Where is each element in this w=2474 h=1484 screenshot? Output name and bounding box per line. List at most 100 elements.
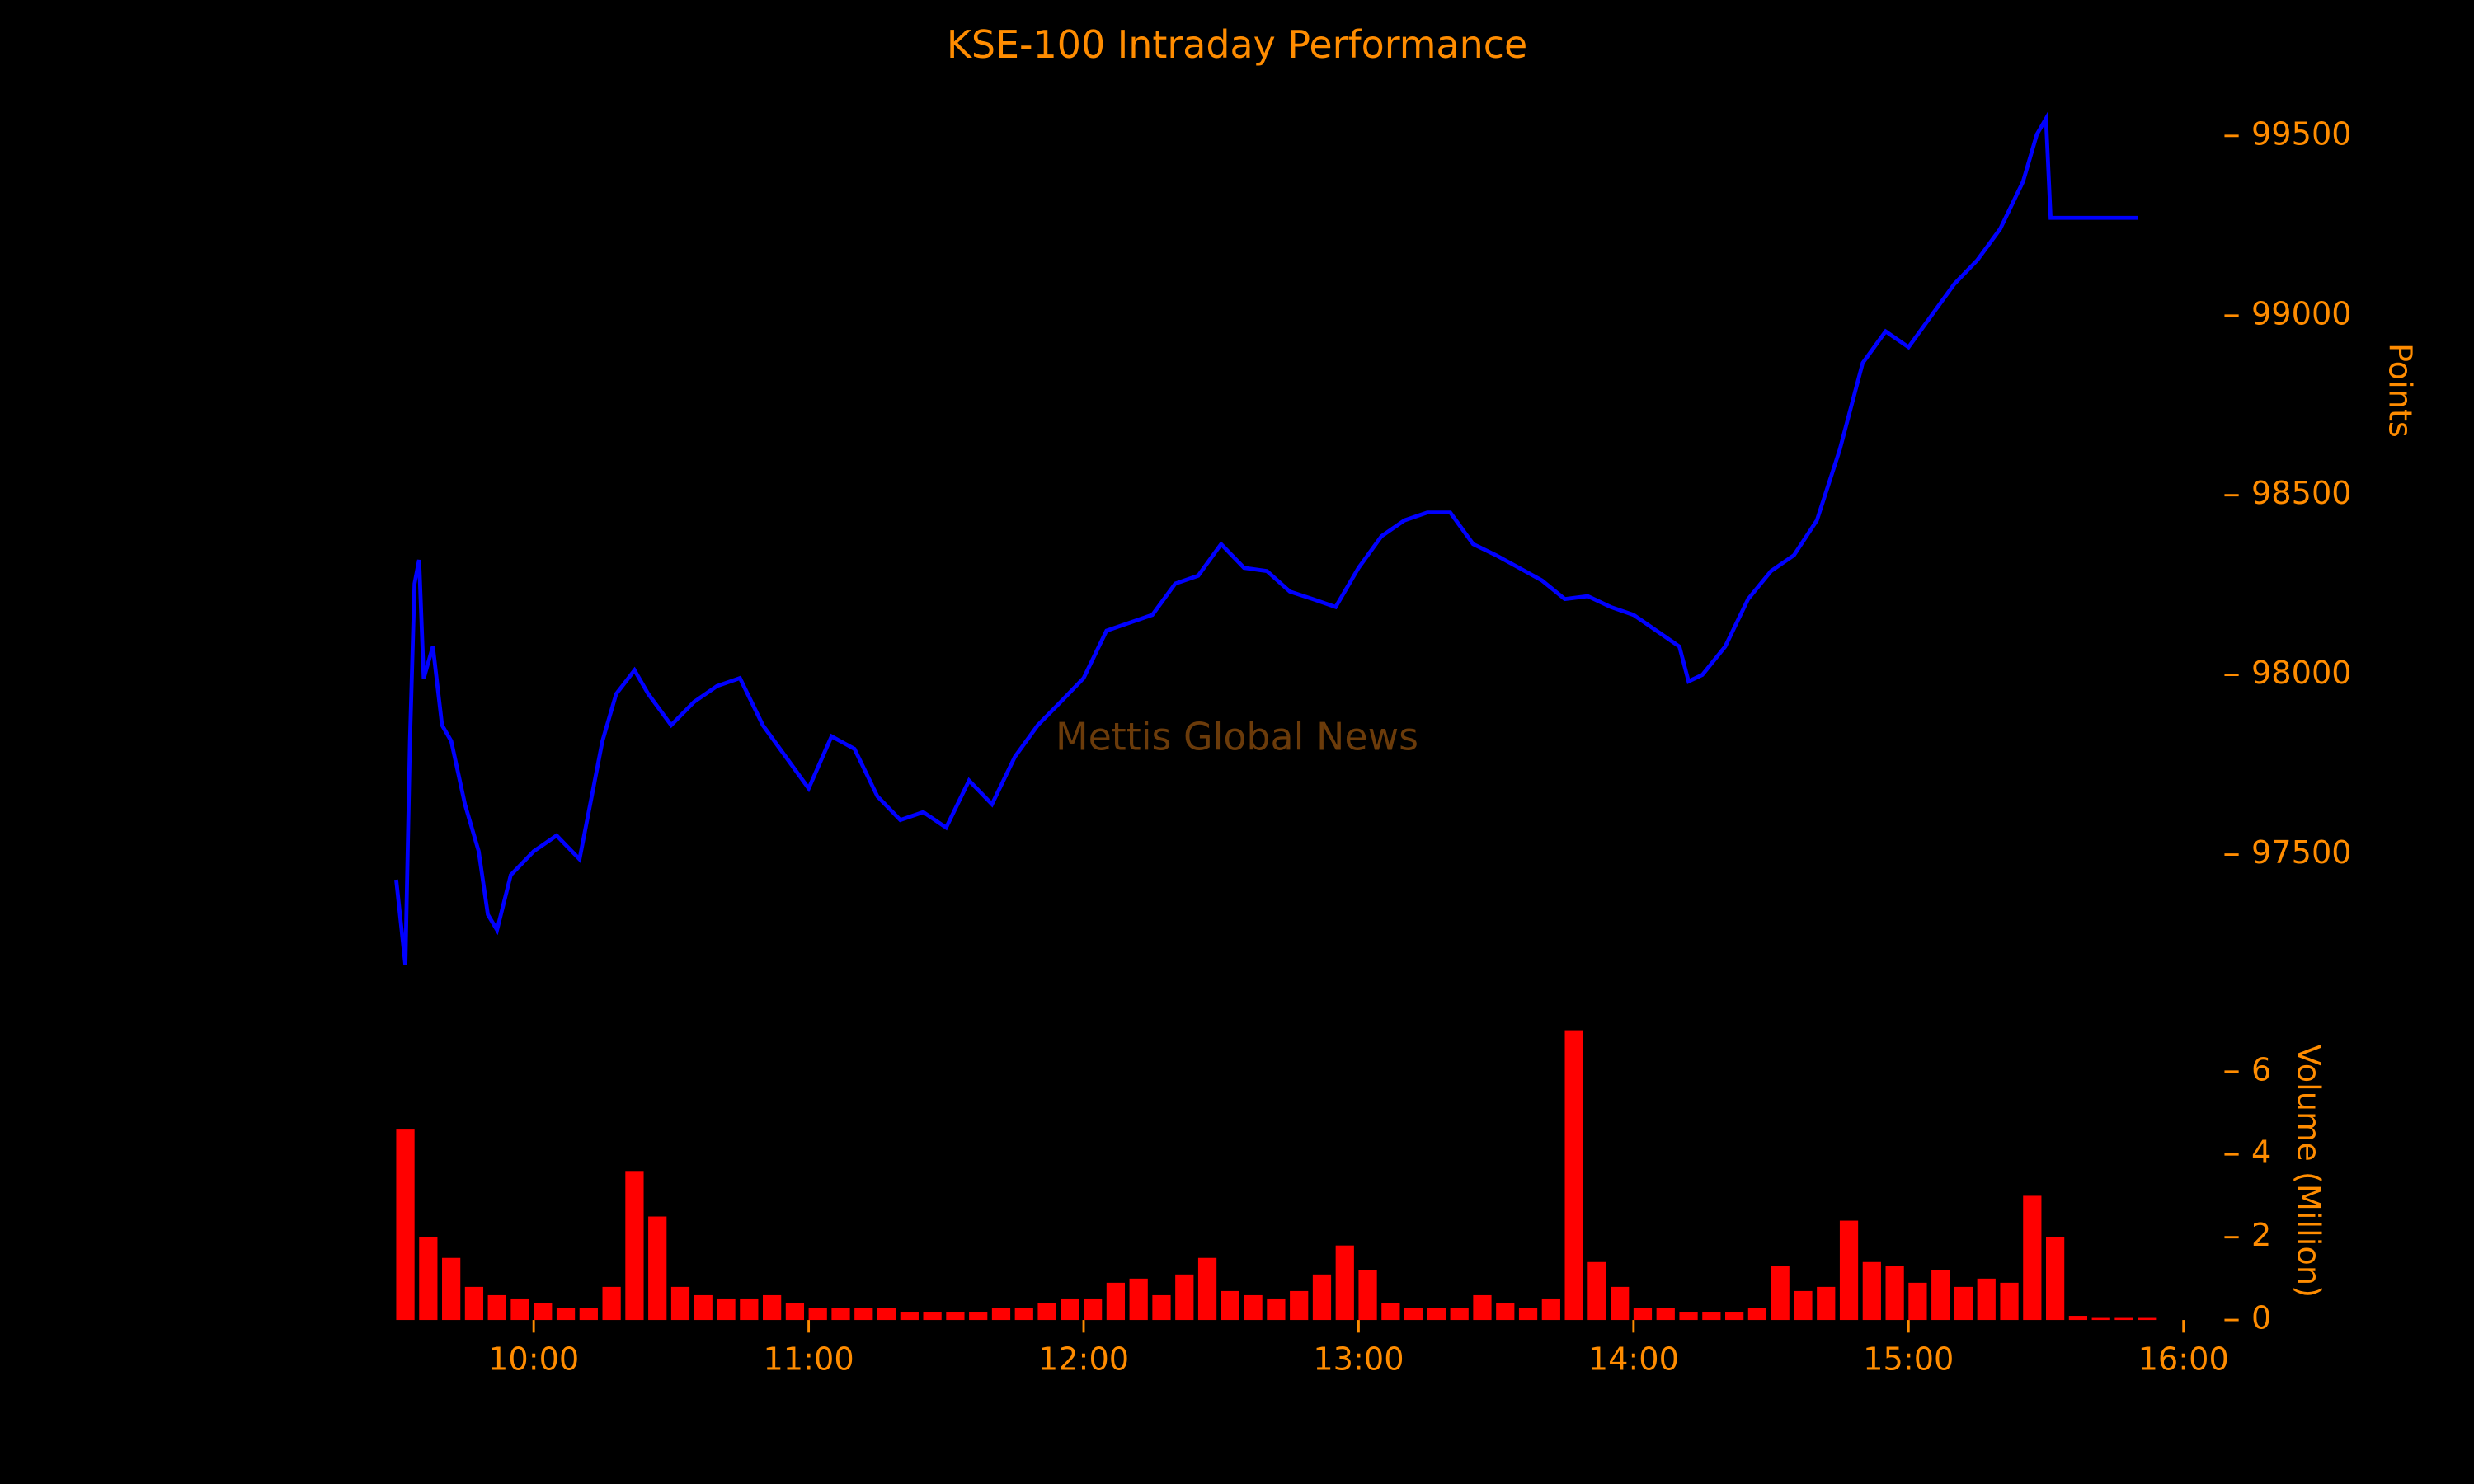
- x-tick-label: 14:00: [1588, 1341, 1679, 1378]
- volume-bar: [1702, 1312, 1721, 1321]
- y-tick-label: 6: [2251, 1051, 2271, 1088]
- volume-bar: [1862, 1261, 1881, 1321]
- y-tick-label: 4: [2251, 1134, 2271, 1172]
- volume-bar: [1061, 1298, 1079, 1321]
- volume-bar: [946, 1312, 965, 1321]
- volume-bar: [1221, 1290, 1239, 1321]
- volume-bar: [1564, 1030, 1583, 1321]
- volume-bar: [1839, 1220, 1859, 1321]
- volume-bar: [510, 1298, 529, 1321]
- volume-bar: [2138, 1317, 2157, 1321]
- volume-bar: [1427, 1307, 1446, 1321]
- x-tick-label: 13:00: [1313, 1341, 1404, 1378]
- volume-bar: [2068, 1316, 2088, 1321]
- x-tick-label: 11:00: [763, 1341, 854, 1378]
- volume-bar: [2114, 1317, 2133, 1321]
- volume-bar: [1290, 1290, 1309, 1321]
- volume-bar: [2046, 1237, 2065, 1321]
- volume-bar: [1771, 1266, 1790, 1321]
- y-tick-label: 98500: [2251, 475, 2352, 512]
- volume-bar: [1954, 1286, 1973, 1321]
- y-tick-label: 99000: [2251, 295, 2352, 332]
- volume-bar: [1747, 1307, 1767, 1321]
- volume-bar: [625, 1171, 644, 1321]
- y-tick-label: 98000: [2251, 655, 2352, 692]
- y-tick-label: 97500: [2251, 834, 2352, 871]
- volume-bar: [1014, 1307, 1033, 1321]
- volume-bar: [1312, 1274, 1332, 1321]
- volume-bar: [1611, 1286, 1630, 1321]
- x-tick-label: 12:00: [1038, 1341, 1129, 1378]
- volume-bar: [763, 1294, 782, 1321]
- volume-bar: [1656, 1307, 1675, 1321]
- volume-bar: [1817, 1286, 1836, 1321]
- volume-bar: [1244, 1294, 1263, 1321]
- volume-bar: [1404, 1307, 1423, 1321]
- y-axis-label: Points: [2381, 343, 2418, 438]
- volume-bar: [1106, 1282, 1126, 1321]
- volume-bar: [1037, 1303, 1056, 1321]
- volume-bar: [1129, 1278, 1148, 1321]
- y-tick-label: 2: [2251, 1217, 2271, 1254]
- volume-bar: [1541, 1298, 1560, 1321]
- x-tick-label: 10:00: [488, 1341, 579, 1378]
- volume-bar: [1267, 1298, 1286, 1321]
- x-tick-label: 15:00: [1863, 1341, 1954, 1378]
- volume-bar: [1152, 1294, 1171, 1321]
- volume-bar: [1473, 1294, 1492, 1321]
- volume-bar: [1084, 1298, 1103, 1321]
- volume-bar: [694, 1294, 713, 1321]
- volume-bar: [854, 1307, 873, 1321]
- volume-bar: [464, 1286, 484, 1321]
- volume-bar: [1885, 1266, 1904, 1321]
- volume-bar: [877, 1307, 896, 1321]
- volume-bar: [991, 1307, 1011, 1321]
- volume-bar: [717, 1298, 736, 1321]
- volume-bar: [396, 1129, 415, 1321]
- volume-bar: [1450, 1307, 1469, 1321]
- volume-bar: [1725, 1312, 1744, 1321]
- price-line: [394, 111, 2138, 965]
- volume-bar: [1633, 1307, 1653, 1321]
- volume-bar: [1908, 1282, 1927, 1321]
- volume-bar: [969, 1312, 988, 1321]
- volume-bar: [1381, 1303, 1400, 1321]
- volume-bar: [1794, 1290, 1813, 1321]
- volume-bar: [1931, 1270, 1950, 1321]
- volume-bar: [740, 1298, 759, 1321]
- volume-bar: [670, 1286, 690, 1321]
- volume-bar: [1197, 1257, 1217, 1321]
- volume-bar: [556, 1307, 576, 1321]
- volume-bar: [419, 1237, 438, 1321]
- y-axis-label: Volume (Million): [2289, 1045, 2326, 1298]
- volume-bar: [923, 1312, 942, 1321]
- volume-bar: [442, 1257, 461, 1321]
- volume-bar: [808, 1307, 827, 1321]
- volume-bar: [1175, 1274, 1194, 1321]
- y-tick-label: 99500: [2251, 115, 2352, 153]
- volume-bar: [785, 1303, 805, 1321]
- volume-bar: [648, 1216, 667, 1321]
- volume-bar: [1496, 1303, 1515, 1321]
- volume-bar: [1358, 1270, 1377, 1321]
- volume-bar: [487, 1294, 506, 1321]
- volume-bar: [1679, 1312, 1698, 1321]
- volume-bar: [2000, 1282, 2019, 1321]
- volume-bar: [602, 1286, 621, 1321]
- volume-bar: [900, 1312, 919, 1321]
- volume-bar: [1518, 1307, 1538, 1321]
- volume-bar: [1335, 1245, 1354, 1321]
- volume-bar: [1977, 1278, 1996, 1321]
- volume-bar: [2091, 1317, 2110, 1321]
- volume-bar: [2023, 1195, 2042, 1321]
- chart-title: KSE-100 Intraday Performance: [947, 22, 1527, 67]
- volume-bar: [1587, 1261, 1606, 1321]
- volume-bar: [579, 1307, 598, 1321]
- volume-bar: [534, 1303, 553, 1321]
- volume-bar: [831, 1307, 850, 1321]
- x-tick-label: 16:00: [2138, 1341, 2229, 1378]
- y-tick-label: 0: [2251, 1300, 2271, 1337]
- watermark: Mettis Global News: [1056, 715, 1418, 759]
